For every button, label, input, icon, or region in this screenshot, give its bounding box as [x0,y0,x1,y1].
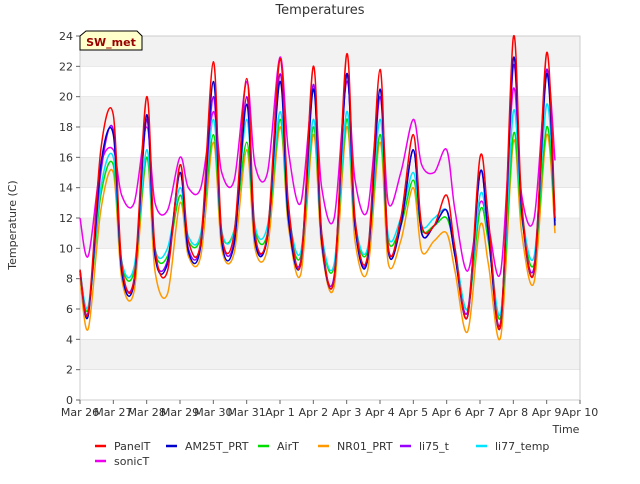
x-tick-label: Mar 30 [194,406,232,419]
x-tick-label: Apr 2 [299,406,329,419]
y-tick-label: 2 [66,364,73,377]
series-line-sonict [79,56,556,277]
y-tick-label: 10 [59,242,73,255]
x-tick-label: Apr 6 [432,406,462,419]
grid-band [80,96,580,127]
legend-label-panelt: PanelT [114,440,151,453]
y-tick-label: 12 [59,212,73,225]
x-tick-label: Mar 29 [161,406,199,419]
grid-band [80,157,580,188]
legend-label-am25t-prt: AM25T_PRT [185,440,249,453]
y-tick-label: 24 [59,30,73,43]
y-tick-label: 0 [66,394,73,407]
legend-label-li75-t: li75_t [419,440,450,453]
y-tick-label: 22 [59,60,73,73]
legend: PanelT AM25T_PRT AirT NR01_PRT li75_t li77_te… [95,440,549,468]
x-tick-label: Apr 10 [562,406,599,419]
x-tick-label: Apr 4 [365,406,395,419]
x-tick-label: Mar 28 [128,406,166,419]
station-label-text: SW_met [86,36,136,49]
y-tick-label: 8 [66,273,73,286]
x-tick-label: Apr 3 [332,406,362,419]
y-tick-label: 16 [59,151,73,164]
y-axis-label: Temperature (C) [6,180,19,270]
x-tick-label: Apr 9 [532,406,562,419]
series-line-panelt [79,34,556,330]
grid-band [80,339,580,370]
station-label: SW_met [79,30,143,51]
legend-label-sonict: sonicT [114,455,150,468]
x-axis-label: Time [552,423,580,436]
x-tick-label: Mar 26 [61,406,99,419]
grid-bands [80,35,580,401]
y-tick-label: 20 [59,91,73,104]
legend-label-nr01-prt: NR01_PRT [337,440,393,453]
legend-label-li77-temp: li77_temp [495,440,549,453]
series-lines [79,34,556,341]
station-label-box [79,30,143,51]
y-tick-label: 14 [59,182,73,195]
legend-label-airt: AirT [277,440,299,453]
x-tick-label: Apr 1 [265,406,295,419]
x-tick-label: Apr 8 [499,406,529,419]
y-tick-label: 4 [66,333,73,346]
grid-band [80,36,580,67]
x-tick-label: Apr 7 [465,406,495,419]
x-tick-label: Mar 27 [94,406,132,419]
y-tick-label: 6 [66,303,73,316]
chart-title: Temperatures [274,3,364,18]
x-tick-label: Apr 5 [399,406,429,419]
y-tick-label: 18 [59,121,73,134]
x-tick-label: Mar 31 [228,406,266,419]
